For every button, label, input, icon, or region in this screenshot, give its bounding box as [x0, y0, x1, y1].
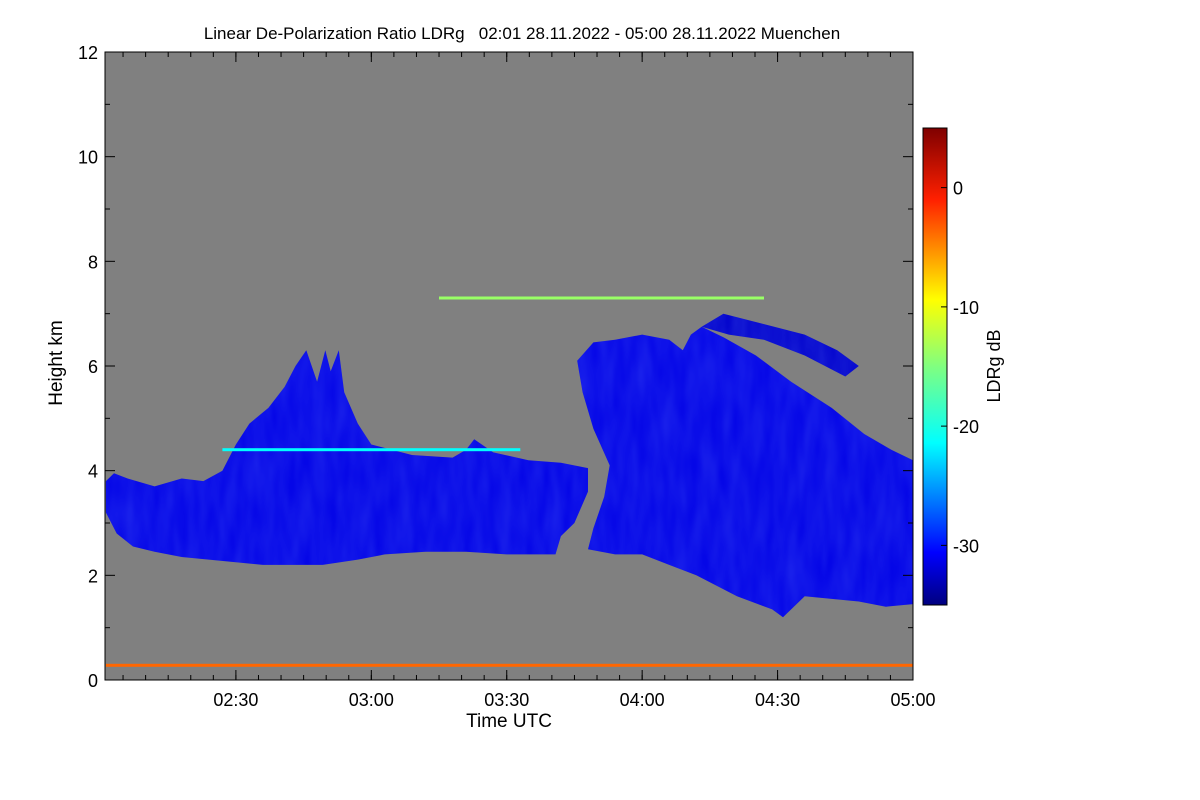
- x-tick-label: 05:00: [890, 690, 935, 710]
- y-tick-label: 8: [88, 252, 98, 272]
- y-tick-label: 10: [78, 148, 98, 168]
- x-tick-label: 03:00: [349, 690, 394, 710]
- x-tick-label: 02:30: [213, 690, 258, 710]
- data-features: [105, 296, 913, 667]
- y-tick-label: 4: [88, 462, 98, 482]
- ldr-layer: [439, 296, 764, 300]
- x-tick-label: 04:00: [620, 690, 665, 710]
- colorbar-tick-label: -30: [953, 536, 979, 556]
- y-axis-label: Height km: [46, 320, 67, 406]
- x-axis-label: Time UTC: [466, 711, 552, 732]
- y-tick-label: 6: [88, 357, 98, 377]
- y-axis: 0 2 4 6 8 10 12: [78, 43, 913, 691]
- cloud-texture: [701, 313, 859, 377]
- x-tick-label: 04:30: [755, 690, 800, 710]
- chart-title: Linear De-Polarization Ratio LDRg 02:01 …: [204, 24, 840, 43]
- x-axis: 02:30 03:00 03:30 04:00 04:30 05:00: [122, 52, 936, 710]
- cloud-texture: [577, 326, 913, 618]
- colorbar-tick-label: -20: [953, 417, 979, 437]
- ldr-layer: [222, 448, 521, 452]
- x-tick-label: 03:30: [484, 690, 529, 710]
- colorbar-label: LDRg dB: [984, 329, 1004, 402]
- ldr-layer: [105, 663, 913, 667]
- colorbar-ticks: 0 -10 -20 -30: [941, 179, 979, 556]
- cloud-texture: [105, 350, 589, 565]
- colorbar: [922, 127, 948, 606]
- colorbar-tick-label: 0: [953, 179, 963, 199]
- y-tick-label: 12: [78, 43, 98, 63]
- colorbar-tick-label: -10: [953, 298, 979, 318]
- y-tick-label: 2: [88, 566, 98, 586]
- y-tick-label: 0: [88, 671, 98, 691]
